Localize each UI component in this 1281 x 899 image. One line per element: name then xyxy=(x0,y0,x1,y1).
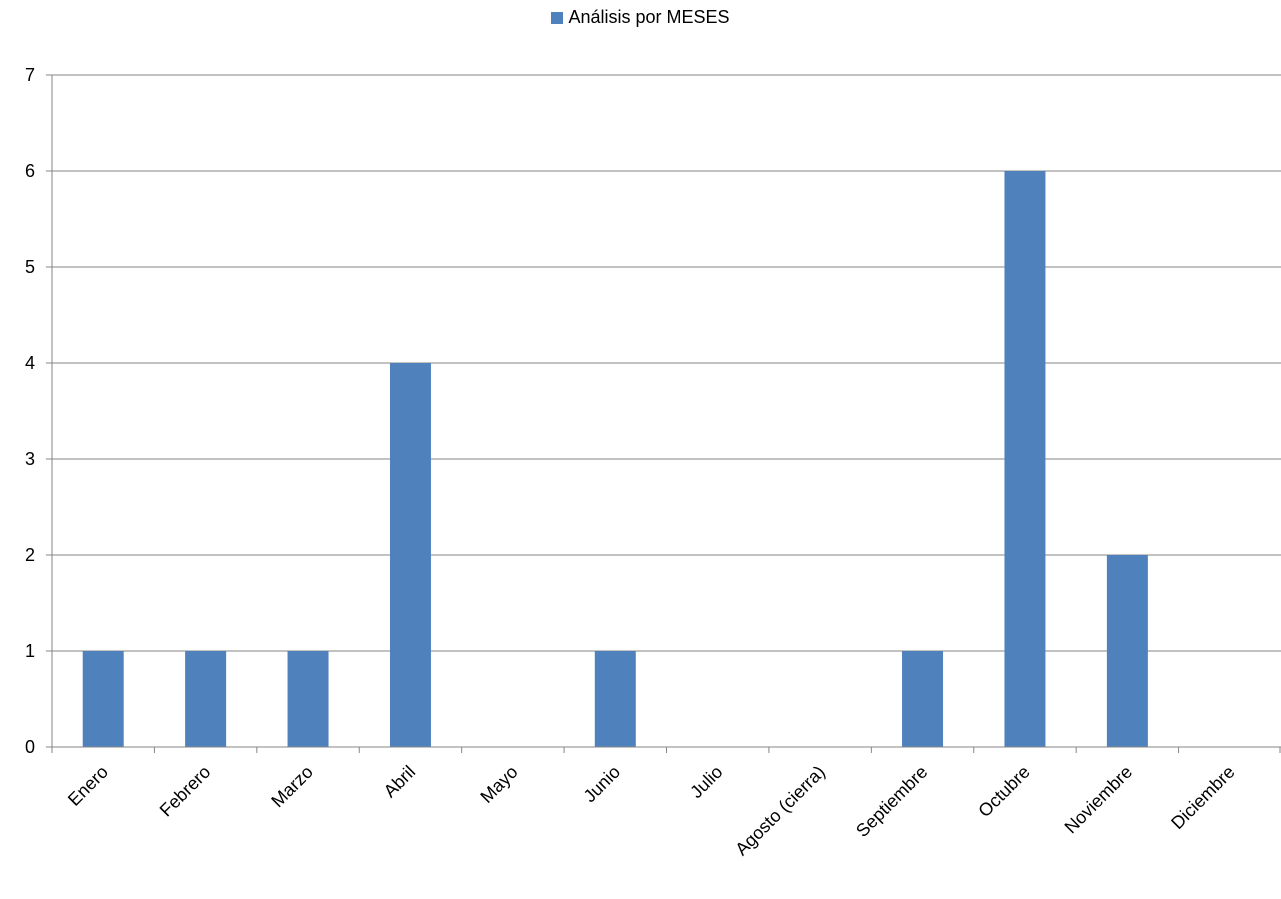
x-tick-label: Noviembre xyxy=(1061,762,1137,838)
bar xyxy=(389,363,431,747)
y-tick-label: 6 xyxy=(25,161,35,181)
bar xyxy=(902,651,944,747)
bar xyxy=(1106,555,1148,747)
y-tick-label: 2 xyxy=(25,545,35,565)
chart-legend: Análisis por MESES xyxy=(0,7,1281,28)
x-tick-label: Febrero xyxy=(156,762,215,821)
y-tick-label: 3 xyxy=(25,449,35,469)
x-tick-label: Mayo xyxy=(476,762,521,807)
y-tick-label: 0 xyxy=(25,737,35,757)
x-tick-label: Abril xyxy=(380,762,420,802)
legend-label: Análisis por MESES xyxy=(568,7,730,27)
bar xyxy=(82,651,124,747)
bar xyxy=(287,651,329,747)
x-tick-label: Agosto (cierra) xyxy=(731,762,829,860)
y-tick-label: 1 xyxy=(25,641,35,661)
bar xyxy=(1004,171,1046,747)
bar xyxy=(594,651,636,747)
x-tick-label: Septiembre xyxy=(852,762,931,841)
x-tick-label: Marzo xyxy=(267,762,317,812)
x-tick-label: Octubre xyxy=(974,762,1033,821)
x-tick-label: Diciembre xyxy=(1167,762,1238,833)
y-tick-label: 7 xyxy=(25,65,35,85)
x-tick-label: Enero xyxy=(64,762,112,810)
y-tick-label: 4 xyxy=(25,353,35,373)
x-tick-label: Julio xyxy=(686,762,726,802)
legend-swatch xyxy=(551,12,564,24)
x-tick-label: Junio xyxy=(580,762,625,807)
bar xyxy=(185,651,227,747)
y-tick-label: 5 xyxy=(25,257,35,277)
